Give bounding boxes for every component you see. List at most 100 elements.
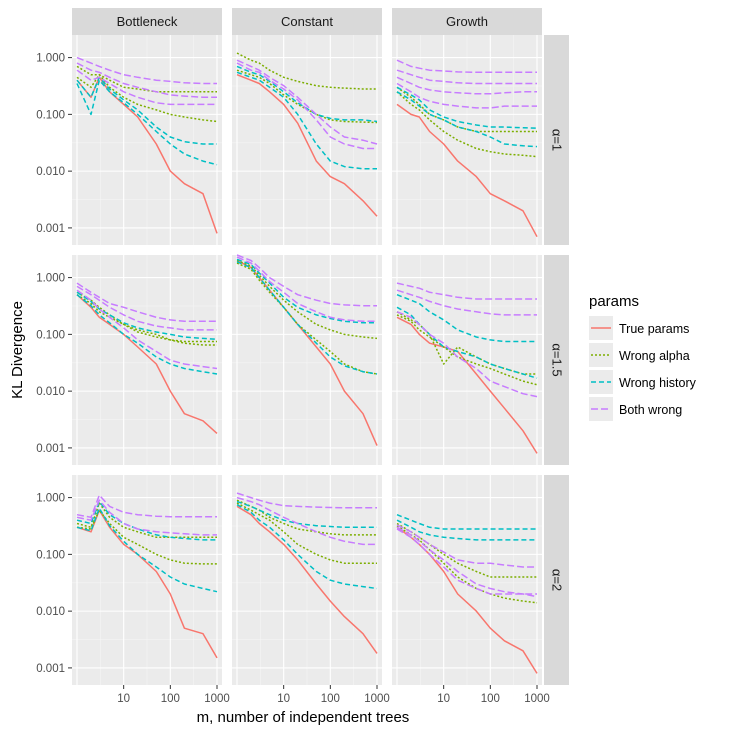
x-tick-label: 100 xyxy=(321,693,340,705)
series-line-both-wrong xyxy=(396,76,537,95)
series-line-both-wrong xyxy=(396,69,537,85)
series-line-both-wrong xyxy=(76,69,217,106)
x-axis-title: m, number of independent trees xyxy=(197,709,410,726)
row-strip-label: α=1.5 xyxy=(550,343,565,376)
panel-r2-c0 xyxy=(72,475,222,685)
legend-item: Wrong alpha xyxy=(589,343,690,367)
legend-item: True params xyxy=(589,316,689,340)
series-line-wrong-alpha xyxy=(76,73,218,123)
x-tick-label: 10 xyxy=(277,693,290,705)
y-tick-label: 0.010 xyxy=(36,606,65,618)
series-line-wrong-history xyxy=(396,294,537,343)
series-line-wrong-alpha xyxy=(236,502,377,564)
series-line-both-wrong xyxy=(236,256,377,323)
legend-item: Both wrong xyxy=(589,397,682,421)
series-line-wrong-history xyxy=(76,500,217,541)
row-strip-label: α=1 xyxy=(550,129,565,151)
col-strip-label: Bottleneck xyxy=(117,14,178,29)
series-line-both-wrong xyxy=(396,82,537,109)
y-tick-label: 0.010 xyxy=(36,166,65,178)
series-line-both-wrong xyxy=(396,282,537,300)
series-line-both-wrong xyxy=(236,496,377,546)
series-line-wrong-history xyxy=(396,514,537,530)
series-line-both-wrong xyxy=(76,289,218,370)
axes: 0.001 0.010 0.100 1.000 0.001 0.010 0.100 1.000… xyxy=(36,53,550,705)
legend-label: Wrong alpha xyxy=(619,349,690,363)
series-line-wrong-alpha xyxy=(236,52,377,90)
series-line-true-params xyxy=(236,74,378,217)
series-line-wrong-alpha xyxy=(76,294,217,346)
series-line-both-wrong xyxy=(236,492,377,509)
y-tick-label: 0.100 xyxy=(36,549,65,561)
row-strip xyxy=(544,475,569,685)
series-line-wrong-alpha xyxy=(396,91,538,158)
series-line-wrong-alpha xyxy=(76,65,217,93)
series-line-wrong-alpha xyxy=(236,259,378,340)
y-tick-label: 1.000 xyxy=(36,273,65,285)
series-line-both-wrong xyxy=(236,59,378,145)
col-strip-label: Growth xyxy=(446,14,488,29)
col-strip-label: Constant xyxy=(281,14,333,29)
row-strip xyxy=(544,255,569,465)
series-line-wrong-alpha xyxy=(396,525,538,604)
y-tick-label: 1.000 xyxy=(36,53,65,65)
col-strip xyxy=(392,8,542,35)
series-line-wrong-history xyxy=(396,86,538,129)
series-line-wrong-alpha xyxy=(396,86,537,133)
panel-r0-c0 xyxy=(72,35,222,245)
series-line-both-wrong xyxy=(236,254,377,307)
legend-label: True params xyxy=(619,322,689,336)
panel-r2-c1 xyxy=(232,475,382,685)
series-line-both-wrong xyxy=(396,289,537,316)
col-strip xyxy=(72,8,222,35)
series-line-true-params xyxy=(236,505,378,654)
panel-r1-c0 xyxy=(72,255,222,465)
series-line-both-wrong xyxy=(76,56,217,85)
y-tick-label: 0.001 xyxy=(36,443,65,455)
row-strip xyxy=(544,35,569,245)
panel-r1-c1 xyxy=(232,254,382,465)
x-tick-label: 1000 xyxy=(364,693,390,705)
y-axis-title: KL Divergence xyxy=(9,301,26,399)
y-tick-label: 0.001 xyxy=(36,663,65,675)
series-line-wrong-history xyxy=(76,294,218,375)
panels-layer xyxy=(72,35,542,685)
legend-item: Wrong history xyxy=(589,370,697,394)
series-line-both-wrong xyxy=(396,528,537,595)
legend-title: params xyxy=(589,293,639,310)
y-tick-label: 0.100 xyxy=(36,329,65,341)
series-line-both-wrong xyxy=(396,524,537,568)
series-line-wrong-history xyxy=(236,65,378,123)
y-tick-label: 0.100 xyxy=(36,109,65,121)
series-line-true-params xyxy=(76,294,218,434)
series-line-wrong-alpha xyxy=(236,69,378,124)
x-tick-label: 100 xyxy=(161,693,180,705)
series-line-both-wrong xyxy=(396,311,538,398)
panel-r0-c1 xyxy=(232,35,382,245)
series-line-wrong-alpha xyxy=(396,522,537,578)
y-tick-label: 0.001 xyxy=(36,223,65,235)
series-line-both-wrong xyxy=(76,494,217,519)
legend-label: Wrong history xyxy=(619,376,697,390)
x-tick-label: 1000 xyxy=(524,693,550,705)
panel-r2-c2 xyxy=(392,475,542,685)
x-tick-label: 1000 xyxy=(204,693,230,705)
y-tick-label: 0.010 xyxy=(36,386,65,398)
legend: params True params Wrong alpha Wrong histo… xyxy=(589,293,697,421)
panel-r0-c2 xyxy=(392,35,542,245)
series-line-wrong-history xyxy=(236,261,378,375)
series-line-both-wrong xyxy=(396,526,538,598)
series-line-wrong-history xyxy=(76,507,218,593)
series-line-wrong-history xyxy=(236,71,377,170)
legend-label: Both wrong xyxy=(619,403,682,417)
series-line-wrong-history xyxy=(76,76,217,145)
series-line-both-wrong xyxy=(236,62,377,150)
series-line-both-wrong xyxy=(396,59,537,74)
panel-r1-c2 xyxy=(392,255,542,465)
series-line-wrong-alpha xyxy=(236,262,378,375)
x-tick-label: 10 xyxy=(117,693,130,705)
row-strip-label: α=2 xyxy=(550,569,565,591)
series-line-wrong-history xyxy=(76,79,218,166)
series-line-both-wrong xyxy=(76,285,217,331)
